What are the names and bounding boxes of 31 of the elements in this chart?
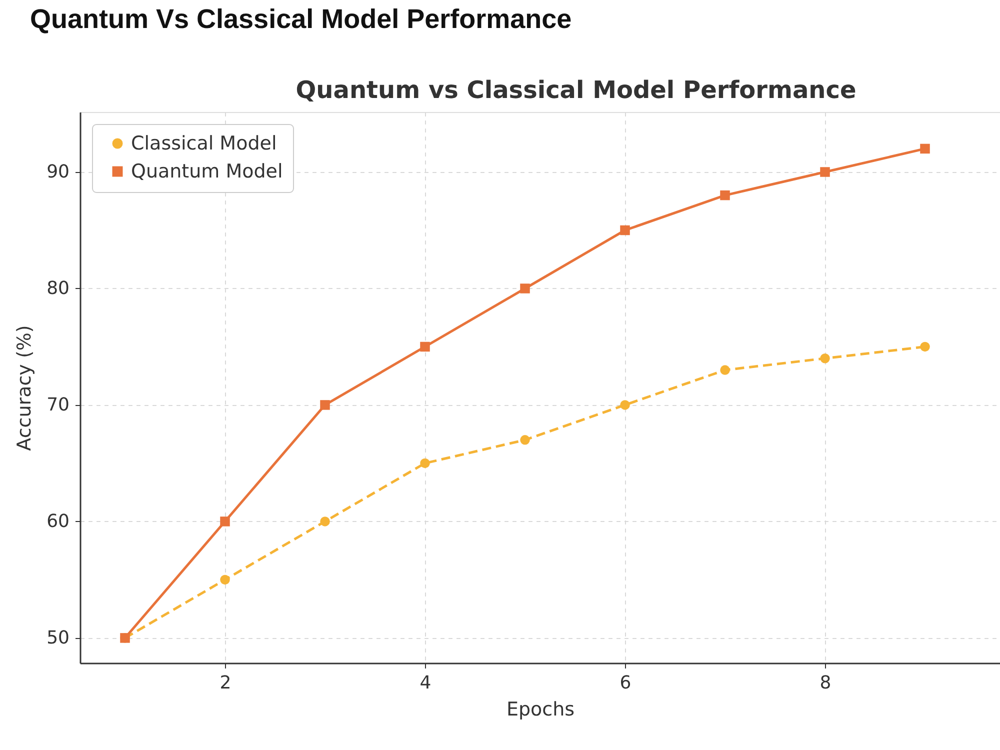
x-tick-label: 4 — [420, 672, 432, 694]
point — [720, 190, 730, 200]
point — [220, 574, 230, 585]
x-tick-label: 6 — [620, 672, 632, 694]
y-tick-label: 90 — [46, 161, 70, 182]
point — [620, 400, 630, 410]
chart-subtitle: Quantum vs Classical Model Performance — [296, 76, 856, 104]
x-axis-title: Epochs — [506, 698, 575, 720]
legend-label: Classical Model — [131, 132, 277, 154]
y-axis-title: Accuracy (%) — [14, 325, 36, 451]
point — [320, 400, 330, 410]
point — [320, 516, 330, 526]
point — [420, 458, 430, 468]
point — [620, 225, 630, 236]
x-tick-label: 8 — [820, 672, 832, 694]
point — [920, 144, 930, 154]
legend-label: Quantum Model — [131, 160, 283, 182]
point — [820, 167, 830, 177]
chart-title: Quantum Vs Classical Model Performance — [30, 4, 572, 34]
point — [720, 365, 730, 375]
point — [420, 342, 430, 352]
point — [220, 516, 230, 526]
point — [920, 342, 930, 352]
y-tick-label: 80 — [46, 278, 70, 299]
point — [520, 435, 530, 445]
y-tick-label: 50 — [46, 627, 70, 648]
point — [820, 354, 830, 364]
point — [520, 284, 530, 294]
y-tick-label: 70 — [46, 394, 70, 416]
y-tick-label: 60 — [46, 510, 70, 532]
x-tick-label: 2 — [220, 672, 232, 694]
